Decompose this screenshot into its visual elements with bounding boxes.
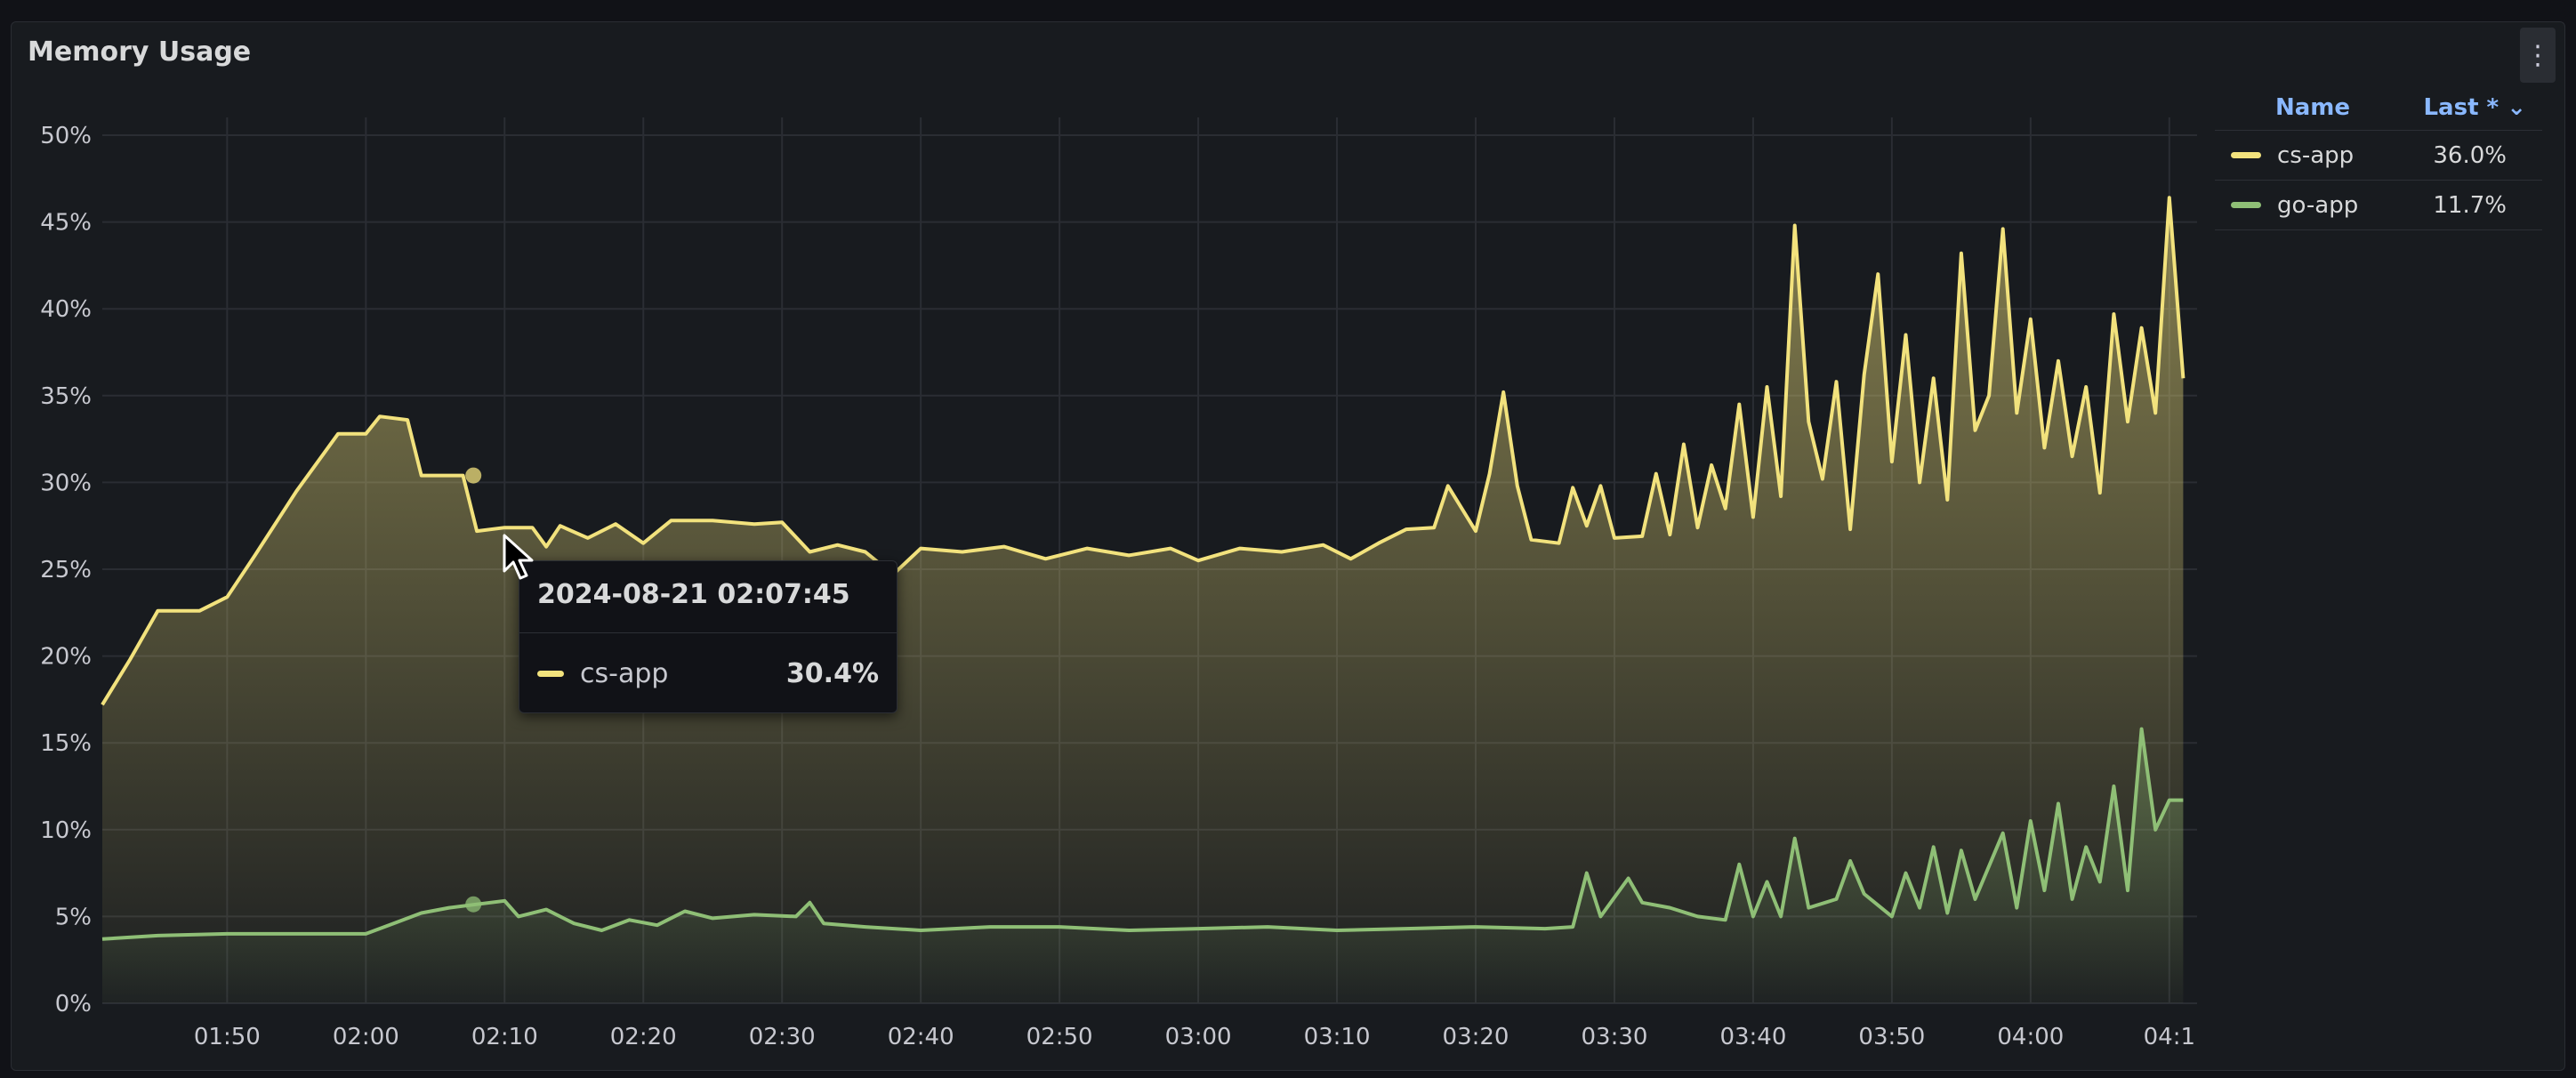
series-area-cs-app	[102, 197, 2184, 1004]
tooltip-series-value: 30.4%	[785, 657, 879, 689]
legend-series-name: go-app	[2277, 191, 2359, 219]
x-tick-label: 03:50	[1858, 1024, 1925, 1050]
mouse-pointer-icon	[503, 534, 534, 580]
kebab-vertical-icon: ⋮	[2524, 39, 2551, 71]
x-tick-label: 01:50	[194, 1024, 261, 1050]
legend-swatch	[2231, 202, 2261, 208]
x-tick-label: 02:50	[1026, 1024, 1093, 1050]
legend-swatch	[2231, 152, 2261, 158]
hover-point-go-app	[465, 896, 482, 913]
tooltip-row: cs-app 30.4%	[537, 656, 879, 691]
x-tick-label: 02:30	[749, 1024, 816, 1050]
x-tick-label: 02:20	[610, 1024, 677, 1050]
y-tick-label: 15%	[40, 730, 92, 757]
legend-last-header[interactable]: Last * ⌄	[2423, 94, 2526, 121]
y-tick-label: 40%	[40, 296, 92, 323]
y-tick-label: 25%	[40, 557, 92, 583]
legend-series-last: 11.7%	[2433, 191, 2507, 219]
x-tick-label: 03:10	[1304, 1024, 1371, 1050]
x-tick-label: 04:1	[2144, 1024, 2195, 1050]
series-area-go-app	[102, 728, 2184, 1003]
tooltip-divider	[519, 632, 897, 633]
hover-tooltip: 2024-08-21 02:07:45 cs-app 30.4%	[519, 560, 898, 713]
x-tick-label: 03:40	[1719, 1024, 1786, 1050]
tooltip-swatch	[537, 670, 564, 677]
y-tick-label: 20%	[40, 644, 92, 671]
x-tick-label: 04:00	[1997, 1024, 2064, 1050]
legend-table: Name Last * ⌄ cs-app 36.0% go-app 11.7%	[2215, 85, 2542, 230]
y-tick-label: 35%	[40, 383, 92, 410]
series-line-go-app	[101, 727, 2184, 941]
y-tick-label: 10%	[40, 817, 92, 844]
x-tick-label: 02:40	[888, 1024, 954, 1050]
legend-series-name: cs-app	[2277, 141, 2355, 169]
hover-point-cs-app	[465, 467, 482, 484]
y-tick-label: 50%	[40, 123, 92, 149]
tooltip-time: 2024-08-21 02:07:45	[537, 579, 850, 610]
legend-row-go-app[interactable]: go-app 11.7%	[2215, 181, 2542, 230]
tooltip-series-name: cs-app	[580, 657, 669, 689]
legend-header: Name Last * ⌄	[2215, 85, 2542, 131]
x-tick-label: 03:30	[1581, 1024, 1647, 1050]
legend-series-last: 36.0%	[2433, 141, 2507, 169]
x-tick-label: 02:10	[471, 1024, 538, 1050]
series-line-cs-app	[101, 196, 2186, 706]
legend-name-header[interactable]: Name	[2275, 94, 2351, 121]
y-tick-label: 30%	[40, 470, 92, 496]
x-tick-label: 03:00	[1165, 1024, 1232, 1050]
y-tick-label: 5%	[55, 904, 92, 930]
x-tick-label: 02:00	[333, 1024, 399, 1050]
x-tick-label: 03:20	[1443, 1024, 1509, 1050]
y-tick-label: 0%	[55, 991, 92, 1018]
y-tick-label: 45%	[40, 210, 92, 237]
legend-row-cs-app[interactable]: cs-app 36.0%	[2215, 131, 2542, 181]
panel-menu-button[interactable]: ⋮	[2520, 28, 2556, 83]
panel-title: Memory Usage	[28, 36, 252, 68]
